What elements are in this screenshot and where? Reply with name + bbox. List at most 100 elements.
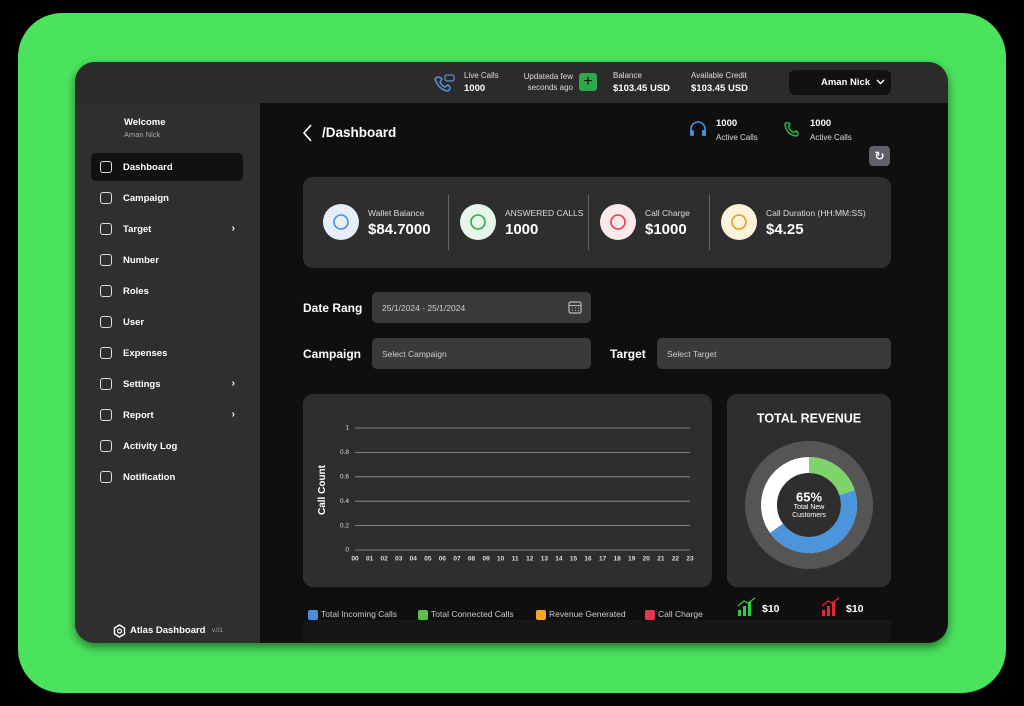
revenue-title: TOTAL REVENUE — [757, 411, 861, 425]
donut-caption-box: Total New Customers — [792, 504, 826, 519]
call-chart-card: Call Count 0 0.2 0.4 0.6 0.8 1 00 01 02 03 04 05 06 0… — [303, 394, 712, 587]
menu-icon — [100, 223, 112, 235]
menu-icon — [100, 161, 112, 173]
add-button[interactable]: + — [579, 73, 597, 91]
divider — [709, 195, 710, 250]
menu-item[interactable]: Notification — [91, 463, 243, 491]
legend-label: Total Incoming Calls — [321, 609, 398, 619]
phone-icon — [784, 121, 799, 137]
menu-icon — [100, 316, 112, 328]
breadcrumb: /Dashboard — [322, 125, 397, 140]
target-select[interactable]: Select Target — [657, 338, 891, 369]
menu-item[interactable]: User — [91, 308, 243, 336]
legend-swatch — [645, 610, 655, 620]
menu-icon — [100, 378, 112, 390]
filter-label: Date Rang — [303, 301, 363, 315]
menu-icon — [100, 409, 112, 421]
x-tick-label: 18 — [614, 556, 622, 563]
menu-item[interactable]: Settings › — [91, 370, 243, 398]
date-value: 25/1/2024 - 25/1/2024 — [382, 302, 466, 313]
menu-item[interactable]: Roles — [91, 277, 243, 305]
menu-icon — [100, 254, 112, 266]
x-tick-label: 20 — [643, 556, 651, 563]
menu-chevron: › — [231, 378, 235, 389]
donut-caption: Total New Customers — [792, 504, 826, 519]
back-button[interactable] — [302, 124, 314, 142]
placeholder: Select Target — [667, 348, 717, 359]
x-tick-label: 13 — [541, 556, 549, 563]
legend-swatch — [536, 610, 546, 620]
top-bar: Live Calls 1000 Updateda few seconds ago… — [75, 62, 948, 103]
dropdown-chevron — [876, 79, 885, 85]
donut-segment — [761, 457, 857, 553]
x-tick-label: 03 — [395, 556, 403, 563]
stat-value: $1000 — [645, 221, 687, 238]
menu-item[interactable]: Report › — [91, 401, 243, 429]
y-tick-label: 0.8 — [340, 449, 349, 456]
x-tick-label: 21 — [657, 556, 665, 563]
menu-label: Settings — [123, 378, 161, 390]
menu-item[interactable]: Target › — [91, 215, 243, 243]
stat-icon — [721, 204, 757, 240]
bars-icon — [737, 597, 757, 622]
stat-label: Wallet Balance — [368, 208, 425, 218]
active-calls-label: Active Calls — [716, 133, 758, 142]
credit-value: $103.45 USD — [691, 83, 749, 94]
stat-glyph — [731, 214, 747, 230]
legend-swatch — [418, 610, 428, 620]
refresh-button[interactable]: ↻ — [869, 146, 890, 166]
logo-icon — [113, 624, 126, 638]
welcome-user: Aman Nick — [124, 130, 161, 139]
x-tick-label: 10 — [497, 556, 505, 563]
bars-glyph — [737, 597, 756, 616]
campaign-select[interactable]: Select Campaign — [372, 338, 591, 369]
y-tick-label: 0.6 — [340, 474, 349, 481]
x-tick-label: 17 — [599, 556, 607, 563]
menu-chevron: › — [231, 409, 235, 420]
x-tick-label: 23 — [686, 556, 694, 563]
balance-label: Balance — [613, 71, 642, 80]
x-tick-label: 14 — [555, 556, 563, 563]
menu-item[interactable]: Expenses — [91, 339, 243, 367]
x-tick-label: 04 — [410, 556, 418, 563]
stat-icon — [600, 204, 636, 240]
y-axis-label: Call Count — [317, 464, 328, 515]
menu-item[interactable]: Campaign — [91, 184, 243, 212]
donut-segment — [761, 457, 857, 553]
menu-label: Dashboard — [123, 161, 173, 173]
table-strip — [303, 620, 891, 643]
bars-icon — [821, 597, 841, 622]
menu-label: Activity Log — [123, 440, 178, 452]
x-tick-label: 00 — [351, 556, 359, 563]
menu-item[interactable]: Dashboard — [91, 153, 243, 181]
active-calls-value: 1000 — [716, 118, 738, 129]
summary-value: $10 — [846, 603, 864, 615]
legend-swatch — [308, 610, 318, 620]
date-input[interactable]: 25/1/2024 - 25/1/2024 — [372, 292, 591, 323]
stat-label: Call Charge — [645, 208, 690, 218]
y-tick-label: 0.4 — [340, 498, 349, 505]
menu-label: Campaign — [123, 192, 169, 204]
credit-label: Available Credit — [691, 71, 747, 80]
stat-icon — [323, 204, 359, 240]
menu-item[interactable]: Number — [91, 246, 243, 274]
divider — [588, 195, 589, 250]
legend-label: Revenue Generated — [549, 609, 626, 619]
active-calls-value: 1000 — [810, 118, 832, 129]
filter-label: Campaign — [303, 347, 362, 361]
revenue-card: TOTAL REVENUE 65% Total New Customers — [727, 394, 891, 587]
legend-label: Total Connected Calls — [431, 609, 514, 619]
menu-icon — [100, 440, 112, 452]
stat-value: $4.25 — [766, 221, 804, 238]
menu-label: Report — [123, 409, 154, 421]
active-calls-label: Active Calls — [810, 133, 852, 142]
stat-glyph — [333, 214, 349, 230]
sidebar: Welcome Aman Nick Dashboard Campaign Targe… — [75, 103, 260, 643]
summary-value: $10 — [762, 603, 780, 615]
menu-item[interactable]: Activity Log — [91, 432, 243, 460]
user-dropdown[interactable]: Aman Nick — [789, 70, 891, 95]
bars-glyph — [821, 597, 840, 616]
headset-icon — [690, 121, 706, 136]
